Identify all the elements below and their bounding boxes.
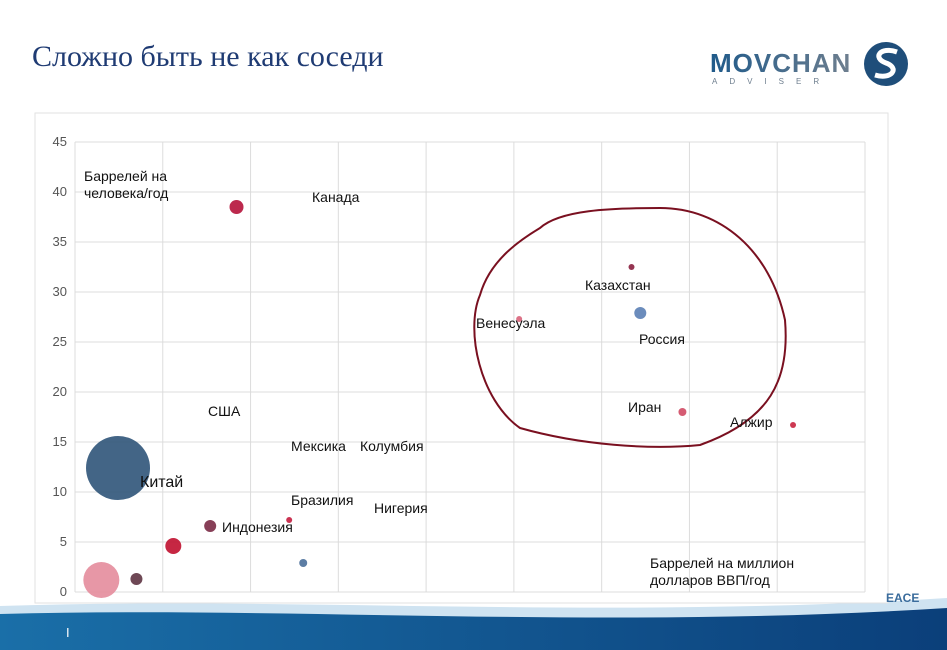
point-label: Иран (628, 399, 662, 415)
slide-title: Сложно быть не как соседи (32, 40, 384, 73)
point-label: Китай (140, 474, 184, 491)
wave (0, 608, 947, 650)
logo-name: MOVCHAN (710, 48, 851, 78)
logo-tagline: ADVISER (712, 77, 831, 86)
point-label: Мексика (291, 438, 346, 454)
point-label: Нигерия (374, 500, 428, 516)
y-tick-label: 40 (53, 184, 67, 199)
bubble (628, 264, 635, 270)
bubble (299, 559, 308, 567)
point-label: США (208, 403, 241, 419)
point-label: Колумбия (360, 438, 424, 454)
hand-drawn-circle (473, 206, 787, 448)
bubble (130, 573, 143, 585)
bubble (204, 520, 217, 532)
bubble (678, 408, 687, 416)
y-tick-label: 20 (53, 384, 67, 399)
y-tick-label: 25 (53, 334, 67, 349)
y-axis-label: Баррелей на человека/год (84, 168, 169, 201)
y-tick-label: 0 (60, 584, 67, 599)
logo-s (874, 47, 898, 79)
y-tick-label: 45 (53, 134, 67, 149)
bubble (286, 517, 293, 523)
point-label: Венесуэла (476, 315, 546, 331)
y-tick-label: 30 (53, 284, 67, 299)
bubble (86, 436, 151, 500)
y-tick-label: 10 (53, 484, 67, 499)
bubble (229, 200, 244, 214)
point-label: Россия (639, 331, 685, 347)
y-tick-label: 15 (53, 434, 67, 449)
bubble (516, 316, 523, 322)
point-label: Алжир (730, 414, 773, 430)
y-tick-label: 5 (60, 534, 67, 549)
bubble (83, 562, 120, 598)
footer-right: EACE (886, 591, 919, 605)
bubble (634, 307, 647, 319)
bubble (165, 538, 182, 554)
y-tick-label: 35 (53, 234, 67, 249)
point-label: Казахстан (585, 277, 651, 293)
bubble (790, 422, 797, 428)
point-label: Канада (312, 189, 360, 205)
chart-frame (34, 112, 889, 604)
x-axis-label: Баррелей на миллион долларов ВВП/год (650, 555, 795, 588)
point-label: Бразилия (291, 492, 354, 508)
point-label: Индонезия (222, 519, 293, 535)
footer-left: I (66, 625, 70, 640)
